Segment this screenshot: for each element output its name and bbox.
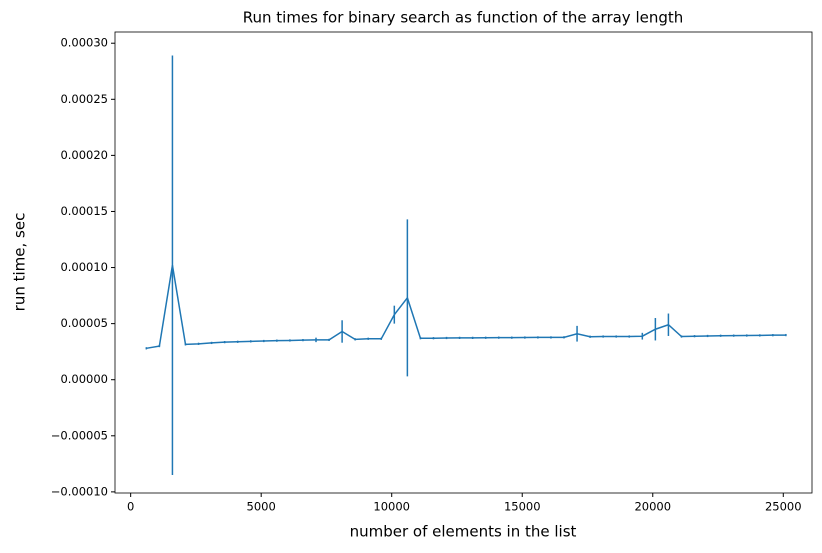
x-tick-label: 25000 [765,500,802,514]
data-line [146,265,786,350]
y-tick-label: 0.00015 [60,204,108,218]
y-tick-label: −0.00010 [51,484,108,498]
x-tick-label: 10000 [373,500,410,514]
x-tick-label: 15000 [504,500,541,514]
plot-frame [114,31,813,494]
x-tick-label: 5000 [247,500,276,514]
y-tick-label: 0.00020 [60,148,108,162]
y-tick-label: −0.00005 [51,428,108,442]
x-tick-label: 20000 [634,500,671,514]
y-tick-label: 0.00025 [60,92,108,106]
chart-title: Run times for binary search as function … [243,9,684,27]
x-tick-label: 0 [127,500,134,514]
y-tick-label: 0.00005 [60,316,108,330]
y-tick-label: 0.00010 [60,260,108,274]
y-tick-label: 0.00030 [60,36,108,50]
x-axis-label: number of elements in the list [350,523,577,541]
y-tick-label: 0.00000 [60,372,108,386]
y-axis-label: run time, sec [11,213,29,312]
